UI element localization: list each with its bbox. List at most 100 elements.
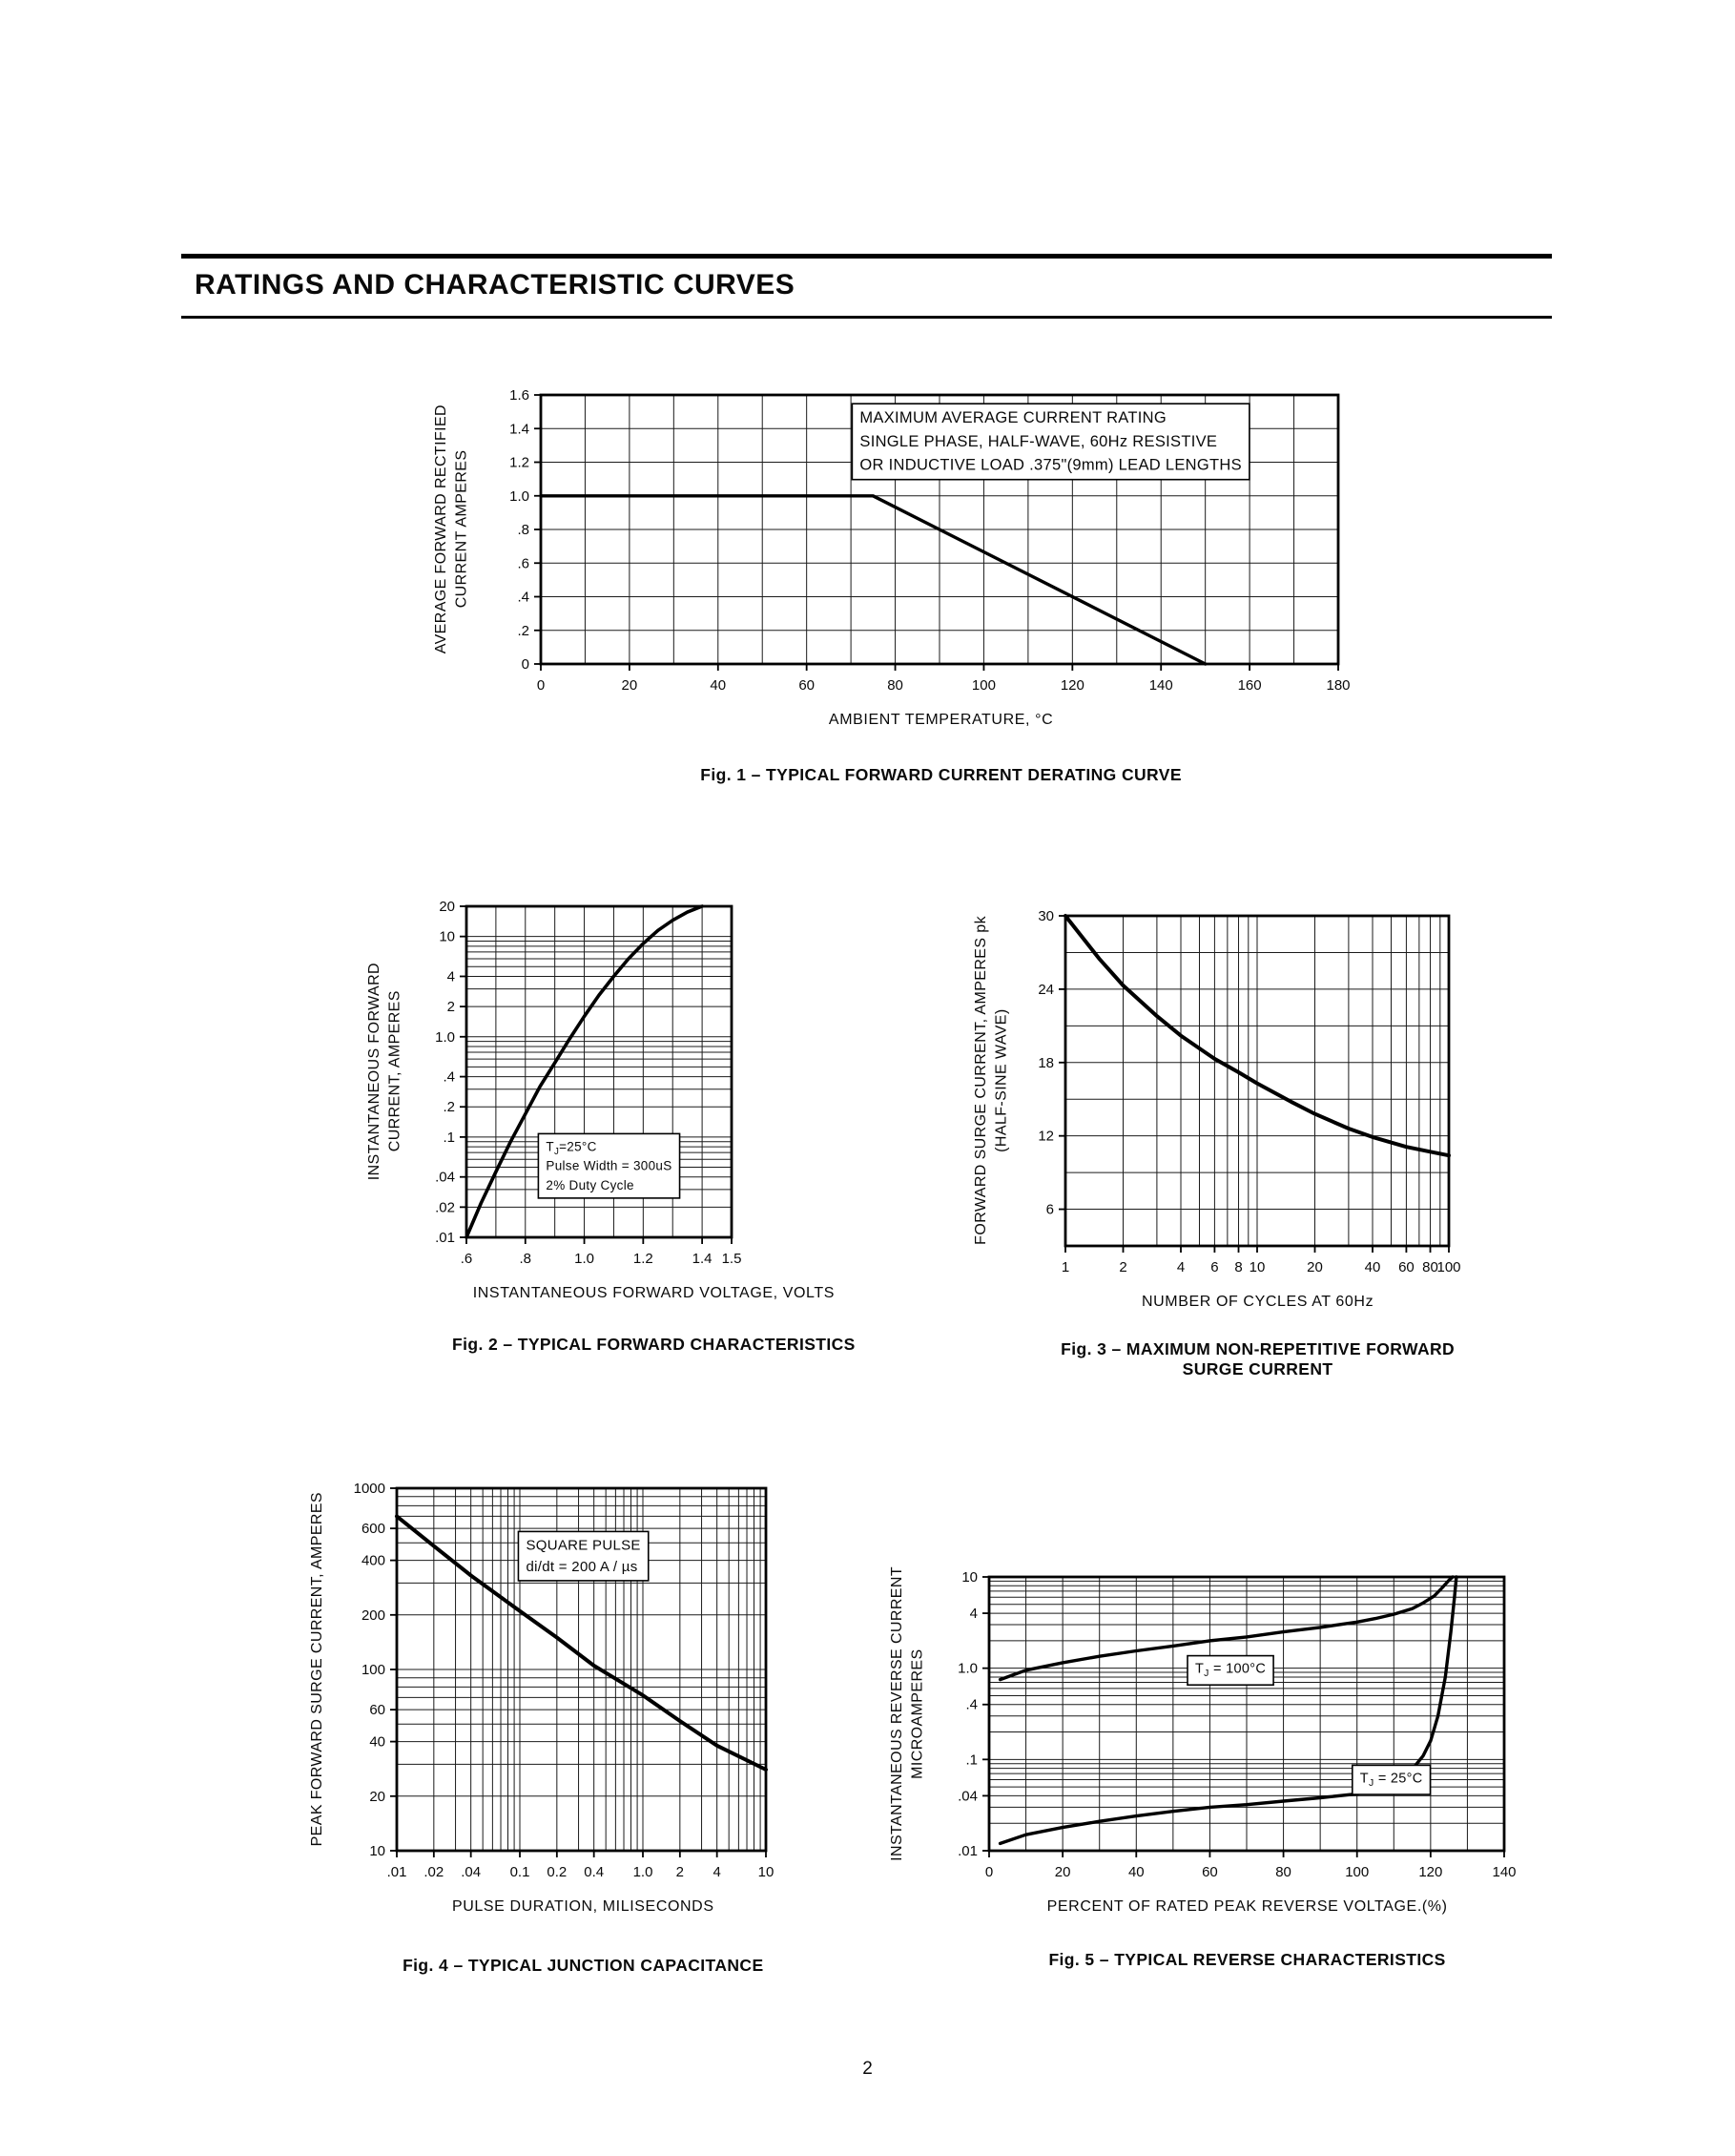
- svg-text:SQUARE PULSE: SQUARE PULSE: [526, 1537, 640, 1553]
- page-number: 2: [862, 2059, 873, 2079]
- fig3-y-axis-label: FORWARD SURGE CURRENT, AMPERES pk (HALF-…: [973, 915, 1010, 1245]
- svg-text:200: 200: [361, 1607, 385, 1624]
- svg-text:20: 20: [369, 1789, 385, 1805]
- svg-text:MAXIMUM AVERAGE CURRENT RAT: MAXIMUM AVERAGE CURRENT RATING: [860, 409, 1167, 426]
- figure-5: INSTANTANEOUS REVERSE CURRENT MICROAMPER…: [887, 1565, 1519, 1970]
- svg-text:TJ=25°C: TJ=25°C: [547, 1139, 597, 1156]
- svg-text:1.0: 1.0: [632, 1864, 652, 1880]
- svg-text:.04: .04: [461, 1864, 481, 1880]
- svg-text:2: 2: [447, 999, 455, 1015]
- svg-text:40: 40: [1128, 1864, 1145, 1880]
- svg-text:20: 20: [1307, 1259, 1323, 1275]
- svg-text:.01: .01: [386, 1864, 406, 1880]
- figure-4: PEAK FORWARD SURGE CURRENT, AMPERES .01.…: [307, 1477, 779, 1976]
- svg-text:.2: .2: [518, 623, 530, 639]
- fig1-caption: Fig. 1 – TYPICAL FORWARD CURRENT DERATIN…: [700, 765, 1182, 784]
- svg-text:0: 0: [537, 677, 545, 694]
- svg-text:20: 20: [1055, 1864, 1071, 1880]
- svg-text:4: 4: [1177, 1259, 1185, 1275]
- svg-text:60: 60: [799, 677, 816, 694]
- svg-text:100: 100: [1437, 1259, 1461, 1275]
- svg-text:0.1: 0.1: [509, 1864, 529, 1880]
- svg-text:OR INDUCTIVE LOAD .375"(9mm: OR INDUCTIVE LOAD .375"(9mm) LEAD LENGTH…: [860, 457, 1243, 474]
- svg-text:80: 80: [887, 677, 903, 694]
- svg-text:0: 0: [985, 1864, 993, 1880]
- svg-text:1.0: 1.0: [574, 1251, 594, 1267]
- fig1-x-axis-label: AMBIENT TEMPERATURE, °C: [828, 712, 1054, 728]
- svg-text:60: 60: [1202, 1864, 1218, 1880]
- svg-text:.8: .8: [520, 1251, 532, 1267]
- svg-text:40: 40: [369, 1734, 385, 1751]
- fig2-plot: .6 .8 1.0 1.2 1.4 1.5 20 10 4 2 1.0 .4 .2 .1 .04 .02 .01…: [435, 899, 742, 1267]
- svg-text:30: 30: [1039, 908, 1055, 924]
- figure-3: FORWARD SURGE CURRENT, AMPERES pk (HALF-…: [971, 902, 1464, 1379]
- svg-text:1: 1: [1062, 1259, 1069, 1275]
- svg-text:1.6: 1.6: [509, 387, 529, 404]
- svg-text:1.5: 1.5: [722, 1251, 742, 1267]
- fig4-x-axis-label: PULSE DURATION, MILISECONDS: [451, 1898, 714, 1915]
- svg-text:2: 2: [675, 1864, 683, 1880]
- svg-text:di/dt = 200 A / µs: di/dt = 200 A / µs: [526, 1559, 637, 1575]
- svg-text:140: 140: [1149, 677, 1173, 694]
- svg-text:.1: .1: [444, 1130, 456, 1146]
- svg-text:Pulse Width = 300uS: Pulse Width = 300uS: [547, 1159, 672, 1173]
- svg-text:.4: .4: [966, 1697, 979, 1713]
- svg-text:.4: .4: [444, 1069, 456, 1086]
- svg-text:100: 100: [972, 677, 996, 694]
- svg-text:10: 10: [757, 1864, 774, 1880]
- svg-text:2% Duty Cycle: 2% Duty Cycle: [547, 1178, 634, 1192]
- fig4-y-axis-label: PEAK FORWARD SURGE CURRENT, AMPERES: [309, 1492, 325, 1847]
- fig5-caption: Fig. 5 – TYPICAL REVERSE CHARACTERISTICS: [1048, 1950, 1446, 1969]
- svg-text:20: 20: [622, 677, 638, 694]
- svg-text:600: 600: [361, 1521, 385, 1537]
- svg-text:.02: .02: [435, 1199, 455, 1215]
- svg-text:120: 120: [1061, 677, 1084, 694]
- svg-text:10: 10: [962, 1569, 979, 1586]
- figure-1: AVERAGE FORWARD RECTIFIED CURRENT AMPERE…: [431, 384, 1355, 785]
- svg-text:10: 10: [1250, 1259, 1266, 1275]
- svg-text:1.2: 1.2: [633, 1251, 653, 1267]
- svg-text:4: 4: [713, 1864, 720, 1880]
- svg-text:100: 100: [361, 1662, 385, 1678]
- svg-text:1.4: 1.4: [509, 421, 529, 437]
- fig4-caption: Fig. 4 – TYPICAL JUNCTION CAPACITANCE: [403, 1956, 764, 1975]
- svg-text:1000: 1000: [353, 1481, 384, 1497]
- svg-text:1.2: 1.2: [509, 455, 529, 471]
- svg-text:100: 100: [1345, 1864, 1369, 1880]
- svg-text:120: 120: [1419, 1864, 1443, 1880]
- svg-text:.04: .04: [958, 1788, 978, 1804]
- svg-text:.1: .1: [966, 1752, 979, 1768]
- svg-text:40: 40: [1365, 1259, 1381, 1275]
- svg-text:.02: .02: [423, 1864, 444, 1880]
- svg-text:1.0: 1.0: [509, 488, 529, 505]
- svg-text:4: 4: [970, 1606, 978, 1622]
- svg-text:0.2: 0.2: [547, 1864, 567, 1880]
- svg-text:20: 20: [440, 899, 456, 915]
- fig2-caption: Fig. 2 – TYPICAL FORWARD CHARACTERISTICS: [452, 1335, 856, 1354]
- svg-text:6: 6: [1046, 1202, 1054, 1218]
- svg-text:80: 80: [1422, 1259, 1438, 1275]
- svg-text:1.0: 1.0: [435, 1029, 455, 1046]
- page-title: RATINGS AND CHARACTERISTIC CURVES: [195, 269, 795, 301]
- fig2-x-axis-label: INSTANTANEOUS FORWARD VOLTAGE, VOLTS: [472, 1285, 836, 1301]
- fig4-plot: .01 .02 .04 0.1 0.2 0.4 1.0 2 4 10 1000 600 400 200 10…: [353, 1481, 774, 1880]
- svg-text:.6: .6: [518, 555, 530, 571]
- svg-text:10: 10: [440, 929, 456, 945]
- svg-text:0.4: 0.4: [584, 1864, 604, 1880]
- svg-text:24: 24: [1039, 982, 1055, 998]
- fig2-y-axis-label: INSTANTANEOUS FORWARD CURRENT, AMPERES: [366, 963, 403, 1181]
- svg-text:180: 180: [1327, 677, 1351, 694]
- svg-text:.8: .8: [518, 522, 530, 538]
- svg-text:2: 2: [1120, 1259, 1127, 1275]
- svg-text:12: 12: [1039, 1129, 1055, 1145]
- svg-text:0: 0: [522, 656, 529, 673]
- fig3-caption: Fig. 3 – MAXIMUM NON-REPETITIVE FORWARD …: [1061, 1339, 1456, 1379]
- svg-text:SINGLE PHASE, HALF-WAVE, 60: SINGLE PHASE, HALF-WAVE, 60Hz RESISTIVE: [860, 433, 1218, 450]
- svg-text:.4: .4: [518, 590, 530, 606]
- fig1-y-axis-label: AVERAGE FORWARD RECTIFIED CURRENT AMPERE…: [433, 404, 470, 654]
- svg-text:.6: .6: [461, 1251, 473, 1267]
- svg-text:18: 18: [1039, 1055, 1055, 1071]
- svg-text:4: 4: [447, 968, 455, 985]
